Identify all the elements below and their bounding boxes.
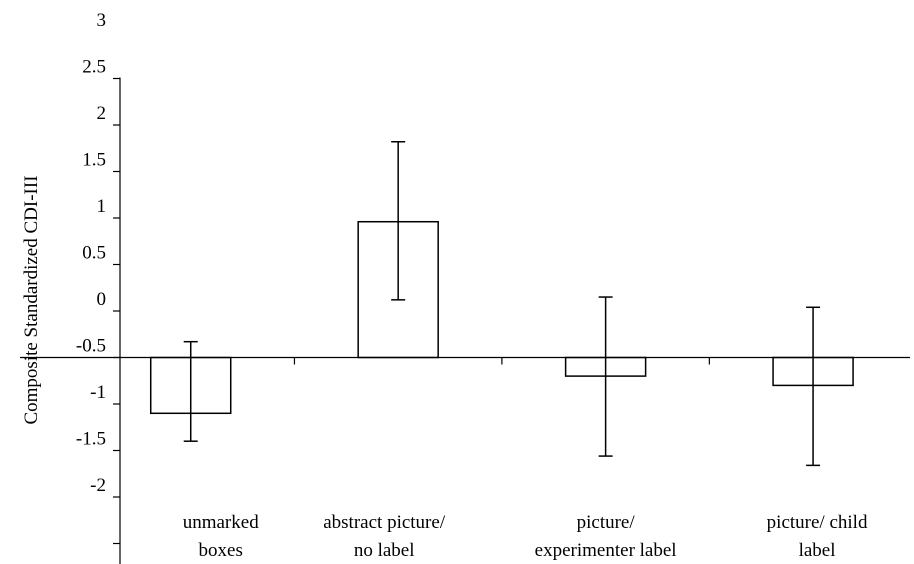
y-tick-label: 3 [97,10,107,31]
y-tick-label: 2 [97,103,107,124]
category-labels: unmarked boxes abstract picture/no label pi… [183,512,868,561]
category-label: label [799,540,836,561]
category-label: picture/ [577,512,636,533]
category-label: boxes [199,540,243,561]
y-tick-label: 1.5 [82,150,106,171]
y-tick-label: -0.5 [76,336,106,357]
category-label: unmarked [183,512,259,533]
y-axis-label: Composite Standardized CDI-III [21,175,42,424]
category-label: abstract picture/ [323,512,446,533]
y-tick-label: 0 [97,289,107,310]
category-label: experimenter label [535,540,677,561]
y-tick-label: 2.5 [82,57,106,78]
bars [149,220,854,415]
y-tick-label: 1 [97,196,107,217]
y-tick-label: -2 [90,475,106,496]
error-bars [183,140,821,467]
y-tick-label: 0.5 [82,243,106,264]
category-label: picture/ child [767,512,868,533]
category-label: no label [354,540,415,561]
y-tick-label: -1.5 [76,429,106,450]
x-axis-ticks [293,357,710,365]
y-axis-ticks: 3 2.5 2 1.5 1 0.5 0 -0.5 -1 -1.5 -2 [76,10,120,545]
y-tick-label: -1 [90,382,106,403]
